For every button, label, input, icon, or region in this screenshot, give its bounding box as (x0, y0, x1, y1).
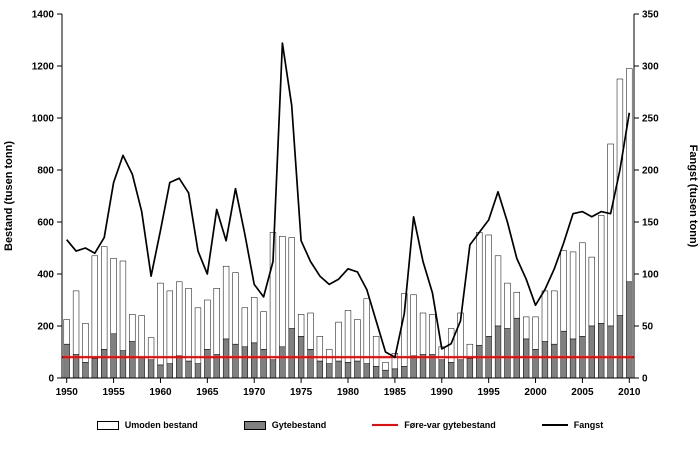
legend-item-gytebestand: Gytebestand (243, 420, 327, 430)
svg-text:1950: 1950 (56, 387, 79, 398)
svg-text:800: 800 (37, 166, 54, 177)
svg-text:2000: 2000 (524, 387, 547, 398)
svg-text:250: 250 (642, 114, 659, 125)
svg-text:350: 350 (642, 10, 659, 21)
plot-area: 0 200 400 600 800 1000 1200 1400 0 50 100 150 200 250… (3, 10, 699, 399)
svg-text:1960: 1960 (149, 387, 172, 398)
svg-text:2010: 2010 (618, 387, 641, 398)
svg-text:1985: 1985 (384, 387, 407, 398)
svg-text:2005: 2005 (571, 387, 594, 398)
chart-layers: 0 200 400 600 800 1000 1200 1400 0 50 100 150 200 250… (32, 10, 659, 399)
legend-label: Fangst (573, 420, 604, 430)
legend-item-umoden-bestand: Umoden bestand (96, 420, 198, 430)
umoden-bestand-swatch-icon (96, 420, 119, 430)
svg-text:200: 200 (642, 166, 659, 177)
svg-text:300: 300 (642, 62, 659, 73)
svg-text:0: 0 (642, 374, 648, 385)
svg-text:1000: 1000 (32, 114, 55, 125)
svg-text:1990: 1990 (431, 387, 454, 398)
svg-text:200: 200 (37, 322, 54, 333)
svg-text:1970: 1970 (243, 387, 266, 398)
legend-item-fore-var-gytebestand: Føre-var gytebestand (372, 420, 496, 430)
legend: Umoden bestand Gytebestand Føre-var gyte… (0, 420, 700, 430)
gytebestand-swatch-icon (243, 420, 266, 430)
legend-label: Gytebestand (271, 420, 327, 430)
legend-label: Umoden bestand (124, 420, 198, 430)
legend-item-fangst: Fangst (541, 420, 604, 430)
svg-text:1975: 1975 (290, 387, 313, 398)
left-axis-title: Bestand (tusen tonn) (3, 141, 15, 251)
svg-text:1965: 1965 (196, 387, 219, 398)
svg-text:1995: 1995 (478, 387, 501, 398)
svg-text:1980: 1980 (337, 387, 360, 398)
fore-var-gytebestand-line-icon (372, 424, 399, 426)
svg-text:1955: 1955 (102, 387, 125, 398)
svg-text:1400: 1400 (32, 10, 55, 21)
fangst-line-icon (541, 424, 568, 426)
svg-text:600: 600 (37, 218, 54, 229)
svg-text:0: 0 (48, 374, 54, 385)
right-axis-title: Fangst (tusen tonn) (687, 145, 699, 248)
svg-text:50: 50 (642, 322, 654, 333)
svg-text:100: 100 (642, 270, 659, 281)
svg-text:400: 400 (37, 270, 54, 281)
legend-label: Føre-var gytebestand (404, 420, 496, 430)
svg-text:1200: 1200 (32, 62, 55, 73)
svg-text:150: 150 (642, 218, 659, 229)
